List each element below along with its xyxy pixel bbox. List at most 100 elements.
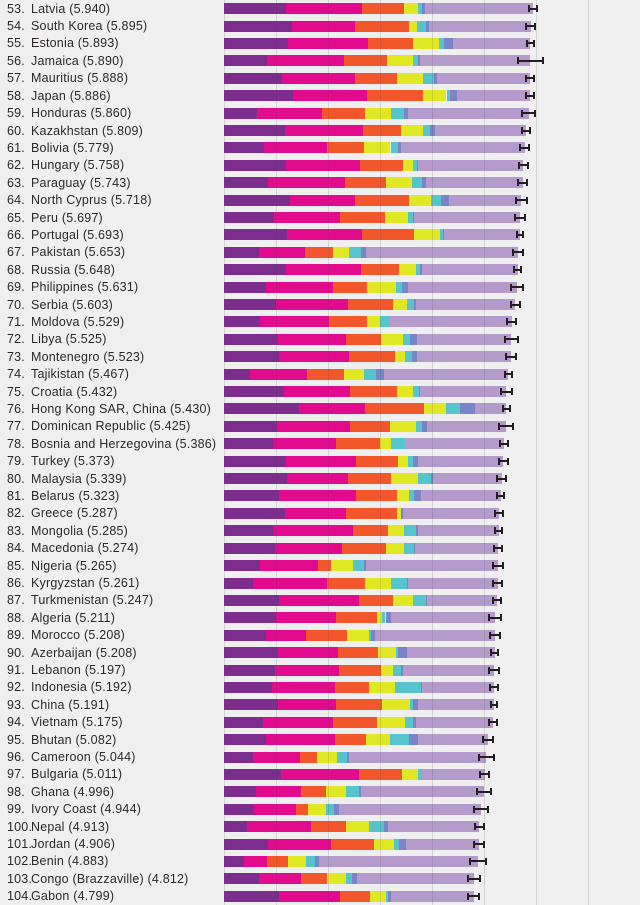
segment-social-support [282,72,356,84]
segment-generosity [438,37,445,49]
segment-gdp [224,577,253,589]
whisker-line [490,703,498,706]
confidence-interval-whisker [482,736,495,744]
country-row: 84. Macedonia (5.274) [0,540,640,557]
country-row: 70. Serbia (5.603) [0,296,640,313]
confidence-interval-whisker [472,840,486,848]
segment-freedom [367,316,380,328]
country-row: 71. Moldova (5.529) [0,313,640,330]
segment-gdp [224,55,268,67]
segment-freedom [401,125,423,136]
country-label: Gabon (4.799) [31,889,115,904]
segment-corruption [412,351,417,363]
stacked-bar [224,90,531,102]
whisker-right-cap [487,805,490,813]
whisker-right-cap [499,631,502,639]
country-label: Lebanon (5.197) [31,663,126,678]
stacked-bar [224,55,531,67]
country-label: Estonia (5.893) [31,36,119,51]
segment-gdp [224,507,286,519]
confidence-interval-whisker [496,492,506,500]
segment-generosity [408,212,413,224]
rank-label: 87. [7,593,25,608]
whisker-line [512,251,524,254]
rank-label: 88. [7,610,25,625]
country-row: 94. Vietnam (5.175) [0,714,640,731]
segment-dystopia-residual [338,803,482,815]
segment-social-support [258,873,301,885]
whisker-right-cap [484,857,487,865]
segment-healthy-life-expectancy [306,368,345,380]
country-label: Turkmenistan (5.247) [31,593,154,608]
segment-dystopia-residual [452,37,531,49]
rank-label: 99. [7,802,25,817]
country-label: Congo (Brazzaville) (4.812) [31,871,189,886]
segment-healthy-life-expectancy [361,3,405,15]
segment-gdp [224,560,261,572]
whisker-right-cap [501,527,504,535]
whisker-left-cap [496,475,499,483]
segment-gdp [224,716,263,728]
segment-corruption [421,3,426,15]
confidence-interval-whisker [490,701,498,709]
segment-social-support [273,438,337,450]
segment-healthy-life-expectancy [321,107,365,119]
segment-social-support [277,699,336,711]
segment-freedom [367,281,397,293]
segment-corruption [412,455,419,467]
segment-generosity [402,333,410,345]
country-label: Tajikistan (5.467) [31,367,130,382]
rank-label: 68. [7,262,25,277]
whisker-left-cap [525,92,528,100]
country-row: 100. Nepal (4.913) [0,818,640,835]
stacked-bar [224,246,518,258]
rank-label: 67. [7,245,25,260]
segment-healthy-life-expectancy [352,525,388,537]
x-gridline [380,0,381,905]
segment-dystopia-residual [402,664,495,676]
whisker-right-cap [514,318,517,326]
segment-social-support [249,368,307,380]
segment-freedom [423,90,447,102]
segment-freedom [390,420,416,432]
segment-freedom [397,507,401,519]
whisker-right-cap [522,231,525,239]
country-label: Nepal (4.913) [31,819,110,834]
country-row: 92. Indonesia (5.192) [0,679,640,696]
country-label: Serbia (5.603) [31,297,114,312]
segment-generosity [349,246,361,258]
whisker-line [524,77,536,80]
country-row: 67. Pakistan (5.653) [0,244,640,261]
segment-gdp [224,455,286,467]
whisker-left-cap [488,683,491,691]
confidence-interval-whisker [514,196,529,204]
segment-gdp [224,90,293,102]
rank-label: 64. [7,193,25,208]
rank-label: 96. [7,750,25,765]
whisker-right-cap [500,596,503,604]
segment-social-support [285,3,362,15]
segment-generosity [412,386,419,398]
stacked-bar [224,159,524,171]
segment-corruption [333,803,339,815]
segment-generosity [404,525,417,537]
country-label: Mauritius (5.888) [31,71,129,86]
segment-dystopia-residual [418,734,489,746]
whisker-line [504,338,519,341]
whisker-line [492,582,503,584]
segment-generosity [396,281,403,293]
country-row: 66. Portugal (5.693) [0,226,640,243]
whisker-right-cap [497,649,500,657]
country-row: 54. South Korea (5.895) [0,17,640,34]
segment-freedom [366,734,391,746]
country-row: 60. Kazakhstan (5.809) [0,122,640,139]
segment-healthy-life-expectancy [365,403,424,415]
whisker-right-cap [501,544,504,552]
whisker-left-cap [473,823,476,831]
whisker-line [493,512,505,515]
segment-corruption [420,264,422,276]
segment-gdp [224,821,248,833]
segment-freedom [370,890,386,902]
whisker-line [527,7,539,10]
stacked-bar [224,473,502,485]
